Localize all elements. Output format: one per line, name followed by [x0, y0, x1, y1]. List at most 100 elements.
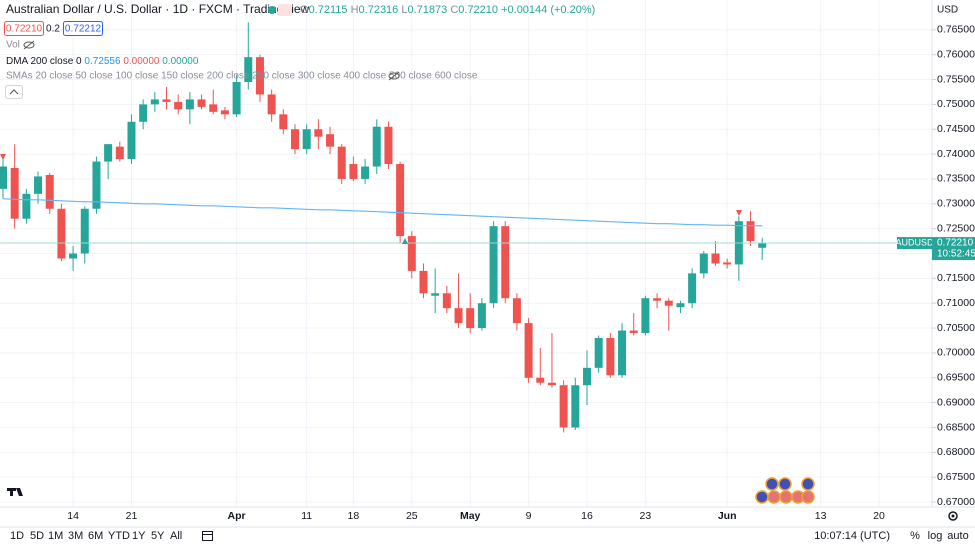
candle-body	[641, 298, 650, 334]
y-tick-label: 0.74000	[937, 148, 975, 160]
candle-body	[536, 377, 545, 383]
countdown-label: 10:52:45	[937, 249, 975, 260]
candle-body	[547, 382, 556, 386]
candle-body	[699, 253, 708, 274]
y-tick-label: 0.72500	[937, 222, 975, 234]
y-tick-label: 0.70500	[937, 322, 975, 334]
candle-body	[512, 298, 521, 324]
candle-body	[442, 293, 451, 309]
candle-body	[197, 99, 206, 107]
candle-body	[454, 308, 463, 324]
candle-body	[723, 262, 732, 265]
candle-body	[69, 253, 78, 259]
x-tick-label: 11	[301, 510, 312, 522]
candle-body	[524, 323, 533, 378]
candle-body	[489, 226, 498, 304]
candle-body	[629, 330, 638, 334]
candle-body	[34, 176, 43, 194]
candle-body	[477, 303, 486, 329]
dma-value: 0.00000	[162, 56, 199, 67]
tradingview-logo[interactable]	[7, 488, 23, 496]
candle-body	[302, 129, 311, 150]
candle-body	[559, 385, 568, 428]
y-tick-label: 0.71500	[937, 272, 975, 284]
eye-icon[interactable]	[388, 71, 400, 81]
candle-body	[688, 273, 697, 304]
event-marker[interactable]	[0, 154, 6, 160]
ohlc-value: 0.72316	[359, 4, 399, 16]
settings-icon[interactable]	[948, 511, 958, 521]
dma-name: DMA 200 close 0	[6, 56, 82, 67]
range-button[interactable]: 5D	[30, 530, 44, 542]
scale-option[interactable]: %	[910, 530, 920, 542]
spread: 0.2	[46, 24, 60, 35]
range-button[interactable]: 1M	[48, 530, 63, 542]
sell-button[interactable]	[4, 21, 44, 36]
economic-events[interactable]	[755, 477, 815, 504]
ohlc-change: +0.00144 (+0.20%)	[501, 4, 595, 16]
eye-icon[interactable]	[23, 40, 35, 50]
candle-body	[349, 164, 358, 179]
x-tick-label: 21	[126, 510, 138, 522]
y-tick-label: 0.67500	[937, 471, 975, 483]
ohlc-key: H	[351, 4, 359, 16]
chevron-icon	[9, 89, 19, 95]
candle-body	[0, 166, 7, 189]
y-tick-label: 0.76500	[937, 24, 975, 36]
y-tick-label: 0.70000	[937, 347, 975, 359]
range-button[interactable]: 5Y	[151, 530, 165, 542]
buy-button[interactable]	[63, 21, 103, 36]
candle-body	[209, 104, 218, 112]
range-button[interactable]: 1D	[10, 530, 24, 542]
candle-body	[220, 110, 229, 115]
y-tick-label: 0.76000	[937, 48, 975, 60]
dma-value: 0.00000	[123, 56, 160, 67]
candle-body	[267, 94, 276, 115]
range-button[interactable]: 1Y	[132, 530, 146, 542]
sell-price: 0.72210	[6, 24, 43, 35]
candle-body	[92, 161, 101, 209]
candle-body	[127, 121, 136, 160]
event-marker[interactable]	[736, 210, 742, 216]
scale-option[interactable]: log	[928, 530, 943, 542]
x-tick-label: 14	[67, 510, 79, 522]
x-tick-label: 18	[348, 510, 360, 522]
candle-body	[758, 243, 767, 248]
y-tick-label: 0.67000	[937, 496, 975, 508]
collapse-button[interactable]	[5, 85, 23, 99]
market-status	[268, 6, 276, 14]
candle-body	[255, 57, 264, 95]
candle-body	[583, 367, 591, 386]
candle-body	[174, 101, 183, 110]
range-button[interactable]: All	[170, 530, 182, 542]
candle-body	[232, 82, 241, 115]
ohlc-value: 0.72210	[458, 4, 498, 16]
scale-option[interactable]: auto	[947, 530, 968, 542]
range-button[interactable]: 6M	[88, 530, 103, 542]
candle-body	[594, 338, 603, 368]
candle-body	[501, 226, 510, 299]
range-button[interactable]: YTD	[108, 530, 130, 542]
candle-body	[396, 164, 405, 237]
y-tick-label: 0.75000	[937, 98, 975, 110]
candle-body	[115, 146, 124, 160]
y-tick-label: 0.74500	[937, 123, 975, 135]
range-button[interactable]: 3M	[68, 530, 83, 542]
candle-body	[711, 253, 720, 264]
volume-label: Vol	[6, 40, 20, 51]
x-tick-label: 20	[873, 510, 885, 522]
smas-legend: SMAs 20 close 50 close 100 close 150 clo…	[6, 71, 478, 82]
symbol-title[interactable]: Australian Dollar / U.S. Dollar · 1D · F…	[6, 2, 310, 16]
ohlc-key: C	[450, 4, 458, 16]
candle-body	[22, 193, 31, 219]
plot-area	[0, 0, 932, 507]
calendar-icon[interactable]	[202, 531, 213, 541]
x-tick-label: May	[460, 510, 481, 522]
ohlc-key: O	[300, 4, 309, 16]
event-marker[interactable]	[402, 238, 408, 244]
candle-body	[384, 126, 393, 165]
candle-body	[407, 236, 416, 271]
candle-body	[80, 208, 89, 254]
y-tick-label: 0.69500	[937, 372, 975, 384]
status-badge	[278, 4, 292, 16]
